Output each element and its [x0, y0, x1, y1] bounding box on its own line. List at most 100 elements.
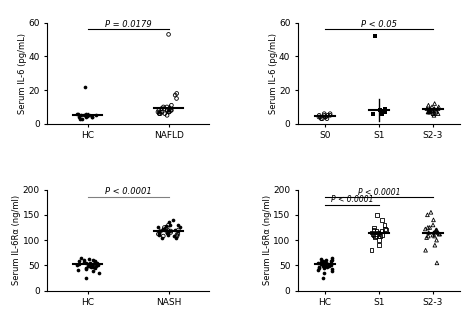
Point — [381, 222, 388, 227]
Point — [314, 260, 321, 266]
Point — [424, 109, 432, 115]
Point — [370, 225, 378, 230]
Point — [430, 113, 438, 118]
Point — [161, 225, 168, 230]
Point — [91, 259, 99, 264]
Point — [432, 227, 440, 233]
Point — [322, 258, 329, 263]
Point — [427, 210, 435, 215]
Point — [323, 116, 331, 121]
Point — [173, 96, 180, 101]
Point — [378, 228, 385, 234]
Point — [82, 111, 90, 116]
Point — [321, 263, 328, 268]
Point — [428, 108, 436, 113]
Point — [158, 109, 166, 115]
Point — [171, 227, 179, 233]
Point — [429, 217, 437, 223]
Point — [155, 108, 163, 113]
Point — [168, 103, 175, 108]
Point — [433, 109, 440, 115]
Point — [371, 234, 379, 239]
Point — [155, 232, 162, 237]
Point — [432, 228, 439, 234]
Point — [160, 106, 168, 111]
Point — [434, 106, 442, 111]
Point — [327, 260, 335, 266]
Point — [160, 104, 167, 109]
Point — [167, 230, 174, 235]
Point — [174, 227, 182, 233]
Point — [173, 233, 181, 238]
Point — [165, 108, 173, 113]
Point — [162, 226, 169, 232]
Point — [369, 232, 376, 237]
Point — [317, 260, 325, 265]
Point — [425, 108, 433, 113]
Point — [95, 270, 103, 276]
Point — [165, 32, 173, 37]
Point — [423, 106, 431, 111]
Point — [165, 228, 173, 234]
Point — [78, 116, 85, 121]
Point — [167, 228, 174, 234]
Point — [155, 232, 163, 237]
Point — [434, 230, 441, 235]
Point — [327, 259, 334, 264]
Point — [82, 113, 90, 118]
Point — [164, 230, 171, 235]
Point — [161, 227, 168, 233]
Point — [375, 243, 383, 248]
Point — [381, 226, 389, 232]
Point — [169, 217, 176, 223]
Point — [436, 232, 444, 237]
Point — [173, 234, 181, 239]
Point — [328, 269, 336, 274]
Point — [91, 260, 99, 266]
Point — [77, 113, 85, 118]
Point — [432, 228, 440, 234]
Point — [82, 114, 90, 120]
Point — [422, 248, 429, 253]
Point — [370, 233, 377, 238]
Point — [89, 114, 96, 120]
Point — [429, 108, 437, 113]
Point — [91, 266, 99, 271]
Point — [82, 266, 90, 271]
Point — [381, 109, 389, 115]
Point — [322, 260, 329, 266]
Point — [154, 225, 162, 230]
Point — [325, 264, 333, 269]
Point — [165, 109, 173, 115]
Point — [164, 108, 171, 113]
Point — [324, 262, 332, 267]
Point — [155, 233, 163, 238]
Point — [85, 264, 92, 269]
Point — [425, 103, 432, 108]
Point — [173, 91, 181, 96]
Point — [161, 111, 169, 116]
Point — [423, 235, 430, 240]
Point — [87, 263, 94, 268]
Point — [328, 258, 336, 263]
Point — [376, 232, 383, 237]
Point — [322, 114, 329, 120]
Point — [166, 222, 173, 227]
Point — [160, 226, 167, 232]
Point — [376, 234, 384, 239]
Point — [91, 260, 99, 265]
Point — [156, 111, 164, 116]
Point — [426, 109, 433, 115]
Point — [154, 109, 162, 115]
Point — [165, 220, 173, 225]
Point — [74, 268, 82, 273]
Point — [170, 234, 178, 239]
Point — [315, 113, 323, 118]
Point — [86, 260, 94, 266]
Point — [429, 222, 437, 227]
Point — [320, 270, 328, 276]
Point — [431, 101, 438, 106]
Point — [90, 258, 97, 263]
Point — [370, 227, 377, 233]
Point — [176, 225, 183, 230]
